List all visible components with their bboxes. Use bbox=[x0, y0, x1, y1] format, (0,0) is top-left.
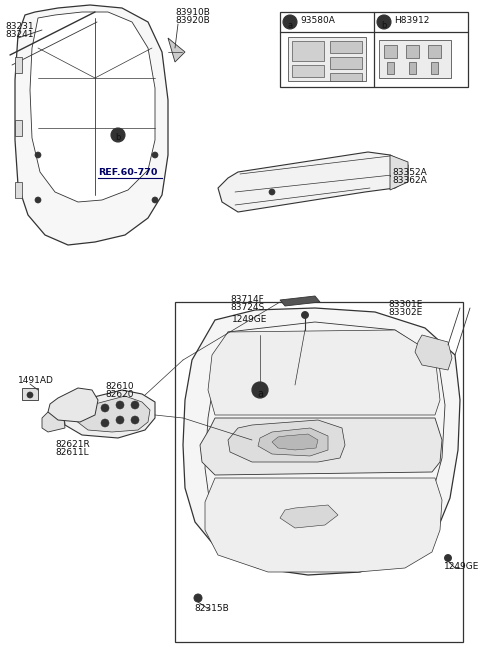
Circle shape bbox=[269, 189, 275, 195]
Polygon shape bbox=[15, 5, 168, 245]
Polygon shape bbox=[168, 38, 185, 62]
Polygon shape bbox=[330, 73, 362, 81]
Polygon shape bbox=[75, 396, 150, 432]
Circle shape bbox=[194, 594, 202, 602]
Text: 93580A: 93580A bbox=[300, 16, 335, 25]
Text: 1249GE: 1249GE bbox=[232, 315, 267, 324]
Text: 83920B: 83920B bbox=[175, 16, 210, 25]
Polygon shape bbox=[208, 330, 440, 415]
Text: 1491AD: 1491AD bbox=[18, 376, 54, 385]
Polygon shape bbox=[390, 155, 408, 190]
Circle shape bbox=[35, 197, 41, 203]
Text: 82315B: 82315B bbox=[194, 604, 229, 613]
Polygon shape bbox=[205, 478, 442, 572]
Circle shape bbox=[111, 128, 125, 142]
Circle shape bbox=[131, 401, 139, 409]
Text: 83362A: 83362A bbox=[392, 176, 427, 185]
Polygon shape bbox=[280, 505, 338, 528]
Text: 83231: 83231 bbox=[5, 22, 34, 31]
Text: 82620: 82620 bbox=[105, 390, 133, 399]
Text: a: a bbox=[257, 389, 263, 399]
Circle shape bbox=[131, 416, 139, 424]
Polygon shape bbox=[30, 12, 155, 202]
Circle shape bbox=[377, 15, 391, 29]
Text: 82610: 82610 bbox=[105, 382, 133, 391]
Polygon shape bbox=[379, 40, 451, 78]
Polygon shape bbox=[292, 65, 324, 77]
Circle shape bbox=[283, 15, 297, 29]
Text: a: a bbox=[288, 21, 293, 30]
Polygon shape bbox=[406, 45, 419, 58]
Bar bbox=[280, 12, 468, 87]
Text: b: b bbox=[381, 21, 387, 30]
Circle shape bbox=[152, 197, 158, 203]
Polygon shape bbox=[183, 308, 460, 575]
Text: 83352A: 83352A bbox=[392, 168, 427, 177]
Polygon shape bbox=[292, 41, 324, 61]
Circle shape bbox=[35, 152, 41, 158]
Polygon shape bbox=[272, 434, 318, 450]
Polygon shape bbox=[415, 335, 452, 370]
Circle shape bbox=[101, 419, 109, 427]
Bar bbox=[175, 302, 463, 642]
Polygon shape bbox=[63, 390, 155, 438]
Text: b: b bbox=[115, 134, 120, 143]
Text: 83724S: 83724S bbox=[230, 303, 264, 312]
Circle shape bbox=[301, 312, 309, 318]
Text: 83714F: 83714F bbox=[230, 295, 264, 304]
Polygon shape bbox=[15, 120, 22, 136]
Text: 83302E: 83302E bbox=[388, 308, 422, 317]
Polygon shape bbox=[200, 418, 442, 475]
Polygon shape bbox=[258, 428, 328, 456]
Polygon shape bbox=[431, 62, 438, 74]
Circle shape bbox=[444, 555, 452, 561]
Polygon shape bbox=[330, 41, 362, 53]
Circle shape bbox=[152, 152, 158, 158]
Polygon shape bbox=[228, 420, 345, 462]
Polygon shape bbox=[42, 410, 65, 432]
Polygon shape bbox=[15, 182, 22, 198]
Circle shape bbox=[252, 382, 268, 398]
Circle shape bbox=[116, 416, 124, 424]
Polygon shape bbox=[280, 296, 320, 306]
Polygon shape bbox=[288, 37, 366, 81]
Text: 82621R: 82621R bbox=[55, 440, 90, 449]
Polygon shape bbox=[387, 62, 394, 74]
Polygon shape bbox=[218, 152, 408, 212]
Circle shape bbox=[27, 392, 33, 398]
Text: 1249GE: 1249GE bbox=[444, 562, 480, 571]
Polygon shape bbox=[428, 45, 441, 58]
Polygon shape bbox=[409, 62, 416, 74]
Circle shape bbox=[101, 404, 109, 412]
Text: 83301E: 83301E bbox=[388, 300, 422, 309]
Text: REF.60-770: REF.60-770 bbox=[98, 168, 157, 177]
Ellipse shape bbox=[272, 501, 352, 539]
Text: 82611L: 82611L bbox=[55, 448, 89, 457]
Text: H83912: H83912 bbox=[394, 16, 430, 25]
Polygon shape bbox=[15, 57, 22, 73]
Polygon shape bbox=[384, 45, 397, 58]
Circle shape bbox=[116, 401, 124, 409]
Text: 83910B: 83910B bbox=[175, 8, 210, 17]
Text: 83241: 83241 bbox=[5, 30, 34, 39]
Polygon shape bbox=[22, 388, 38, 400]
Polygon shape bbox=[48, 388, 98, 422]
Polygon shape bbox=[330, 57, 362, 69]
